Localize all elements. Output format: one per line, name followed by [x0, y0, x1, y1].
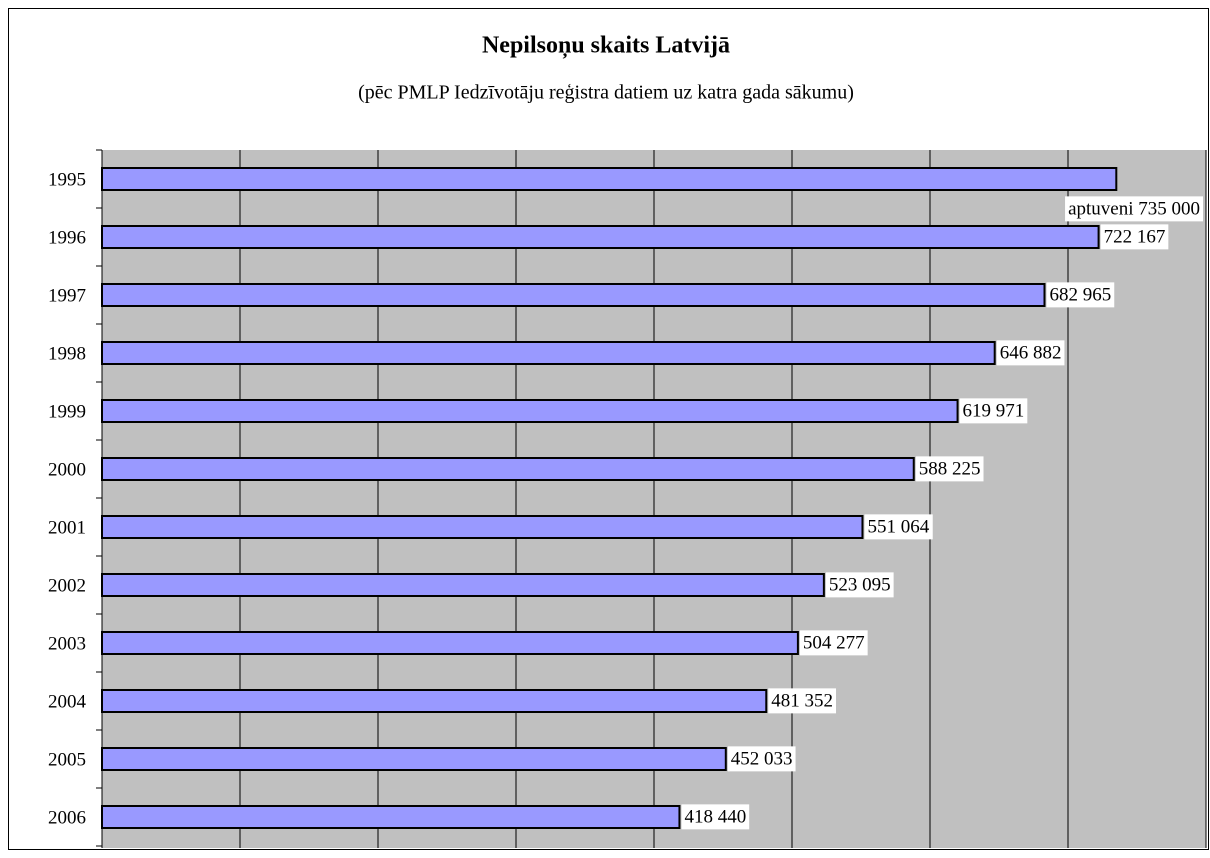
y-tick-label: 2004 — [48, 691, 87, 712]
y-tick-label: 2006 — [48, 807, 86, 828]
y-tick-label: 1997 — [48, 285, 86, 306]
value-label: 452 033 — [731, 748, 793, 769]
value-label: 646 882 — [1000, 342, 1062, 363]
value-label-bg — [799, 630, 868, 656]
y-tick-label: 2000 — [48, 459, 86, 480]
chart-title: Nepilsoņu skaits Latvijā — [482, 33, 730, 60]
value-label: 682 965 — [1049, 284, 1111, 305]
value-label-bg — [727, 746, 796, 772]
y-tick-label: 1999 — [48, 401, 86, 422]
value-label: 722 167 — [1104, 226, 1166, 247]
bar — [101, 747, 727, 771]
value-label-bg — [825, 572, 894, 598]
value-label-bg — [959, 398, 1028, 424]
value-label-bg — [768, 688, 837, 714]
value-label-bg — [1046, 282, 1115, 308]
value-label: 481 352 — [771, 690, 833, 711]
bar — [101, 689, 768, 713]
value-label: 619 971 — [963, 400, 1025, 421]
bar — [101, 573, 825, 597]
y-tick-label: 1998 — [48, 343, 86, 364]
value-label: 418 440 — [684, 806, 746, 827]
bar — [101, 167, 1118, 191]
value-label: 523 095 — [829, 574, 891, 595]
value-label: 504 277 — [803, 632, 865, 653]
value-label-bg — [915, 456, 984, 482]
value-label-bg — [1100, 224, 1169, 250]
y-tick-label: 2002 — [48, 575, 86, 596]
chart-subtitle: (pēc PMLP Iedzīvotāju reģistra datiem uz… — [358, 82, 854, 104]
bar — [101, 341, 996, 365]
y-tick-label: 1995 — [48, 169, 86, 190]
y-tick-label: 1996 — [48, 227, 86, 248]
bar — [101, 283, 1046, 307]
value-label: aptuveni 735 000 — [1068, 198, 1200, 219]
value-label: 588 225 — [919, 458, 981, 479]
y-tick-label: 2005 — [48, 749, 86, 770]
y-tick-label: 2003 — [48, 633, 86, 654]
bar — [101, 805, 681, 829]
bar — [101, 399, 959, 423]
bar — [101, 515, 864, 539]
value-label: 551 064 — [867, 516, 929, 537]
bar — [101, 457, 915, 481]
value-label-bg — [996, 340, 1065, 366]
y-tick-label: 2001 — [48, 517, 86, 538]
value-label-bg — [681, 804, 750, 830]
value-label-bg — [864, 514, 933, 540]
bar — [101, 631, 799, 655]
value-label-bg — [1065, 196, 1203, 222]
bar — [101, 225, 1100, 249]
